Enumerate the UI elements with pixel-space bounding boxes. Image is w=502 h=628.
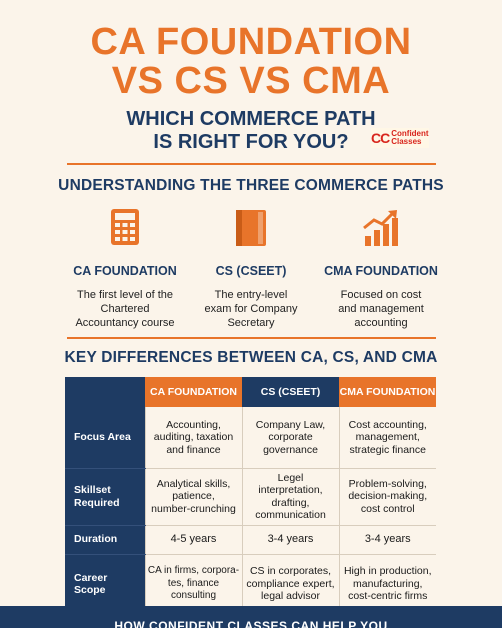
divider-middle (67, 337, 436, 339)
footer-banner: HOW CONFIDENT CLASSES CAN HELP YOU (0, 606, 502, 628)
table-row: Skillset Required Analytical skills, patie… (65, 468, 436, 526)
row-label: Career Scope (65, 554, 145, 615)
table-cell: Accounting, auditing, taxation and finance (144, 407, 242, 469)
table-cell: 4-5 years (144, 525, 242, 555)
table-cell: 3-4 years (338, 525, 436, 555)
table-cell: 3-4 years (241, 525, 339, 555)
row-label: Skillset Required (65, 468, 145, 526)
table-cell: CA in firms, corpora-tes, finance consul… (144, 554, 242, 615)
table-corner (65, 377, 145, 407)
table-cell: Company Law, corporate governance (241, 407, 339, 469)
table-cell: Legel interpretation, drafting, communicat… (241, 468, 339, 526)
path-ca: CA FOUNDATION The first level of the Cha… (60, 208, 190, 330)
row-label: Duration (65, 525, 145, 555)
title-line-1: CA FOUNDATION (90, 21, 412, 63)
calculator-icon (111, 209, 139, 245)
row-label: Focus Area (65, 407, 145, 469)
differences-heading: KEY DIFFERENCES BETWEEN CA, CS, AND CMA (64, 349, 438, 366)
table-cell: Cost accounting, management, strategic fin… (338, 407, 436, 469)
path-name: CMA FOUNDATION (324, 264, 438, 278)
title-line-2: VS CS VS CMA (111, 60, 391, 102)
divider-top (67, 163, 436, 165)
path-name: CS (CSEET) (215, 264, 287, 278)
column-header-ca: CA FOUNDATION (145, 377, 242, 407)
path-description: The entry-level exam for Company Secreta… (204, 289, 298, 329)
book-icon (236, 210, 266, 246)
path-description: The first level of the Chartered Account… (75, 289, 175, 329)
banner-text: HOW CONFIDENT CLASSES CAN HELP YOU (114, 619, 388, 628)
table-row: Career Scope CA in firms, corpora-tes, fi… (65, 554, 436, 615)
table-header-row: CA FOUNDATION CS (CSEET) CMA FOUNDATION (65, 377, 436, 407)
table-cell: High in production, manufacturing, cost-ce… (338, 554, 436, 615)
path-description: Focused on cost and management accountin… (338, 289, 424, 329)
path-cma: CMA FOUNDATION Focused on cost and manag… (316, 208, 446, 330)
table-cell: Analytical skills, patience, number-crunch… (144, 468, 242, 526)
subtitle-line-2: IS RIGHT FOR YOU? (153, 131, 349, 153)
table-row: Duration 4-5 years 3-4 years 3-4 years (65, 525, 436, 555)
logo-mark: CC (371, 130, 390, 146)
table-cell: CS in corporates, compliance expert, legal… (241, 554, 339, 615)
table-row: Focus Area Accounting, auditing, taxation… (65, 407, 436, 469)
path-name: CA FOUNDATION (73, 264, 177, 278)
column-header-cma: CMA FOUNDATION (339, 377, 436, 407)
path-cs: CS (CSEET) The entry-level exam for Comp… (186, 208, 316, 330)
logo-word-2: Classes (391, 137, 422, 146)
table-cell: Problem-solving, decision-making, cost con… (338, 468, 436, 526)
logo-word-1: Confident (391, 129, 429, 138)
subtitle-line-1: WHICH COMMERCE PATH (126, 108, 376, 130)
column-header-cs: CS (CSEET) (242, 377, 339, 407)
paths-heading: UNDERSTANDING THE THREE COMMERCE PATHS (58, 177, 444, 194)
comparison-table: CA FOUNDATION CS (CSEET) CMA FOUNDATION … (65, 377, 436, 615)
growth-chart-icon (363, 210, 398, 246)
confident-classes-logo: CC Confident Classes (371, 128, 429, 148)
